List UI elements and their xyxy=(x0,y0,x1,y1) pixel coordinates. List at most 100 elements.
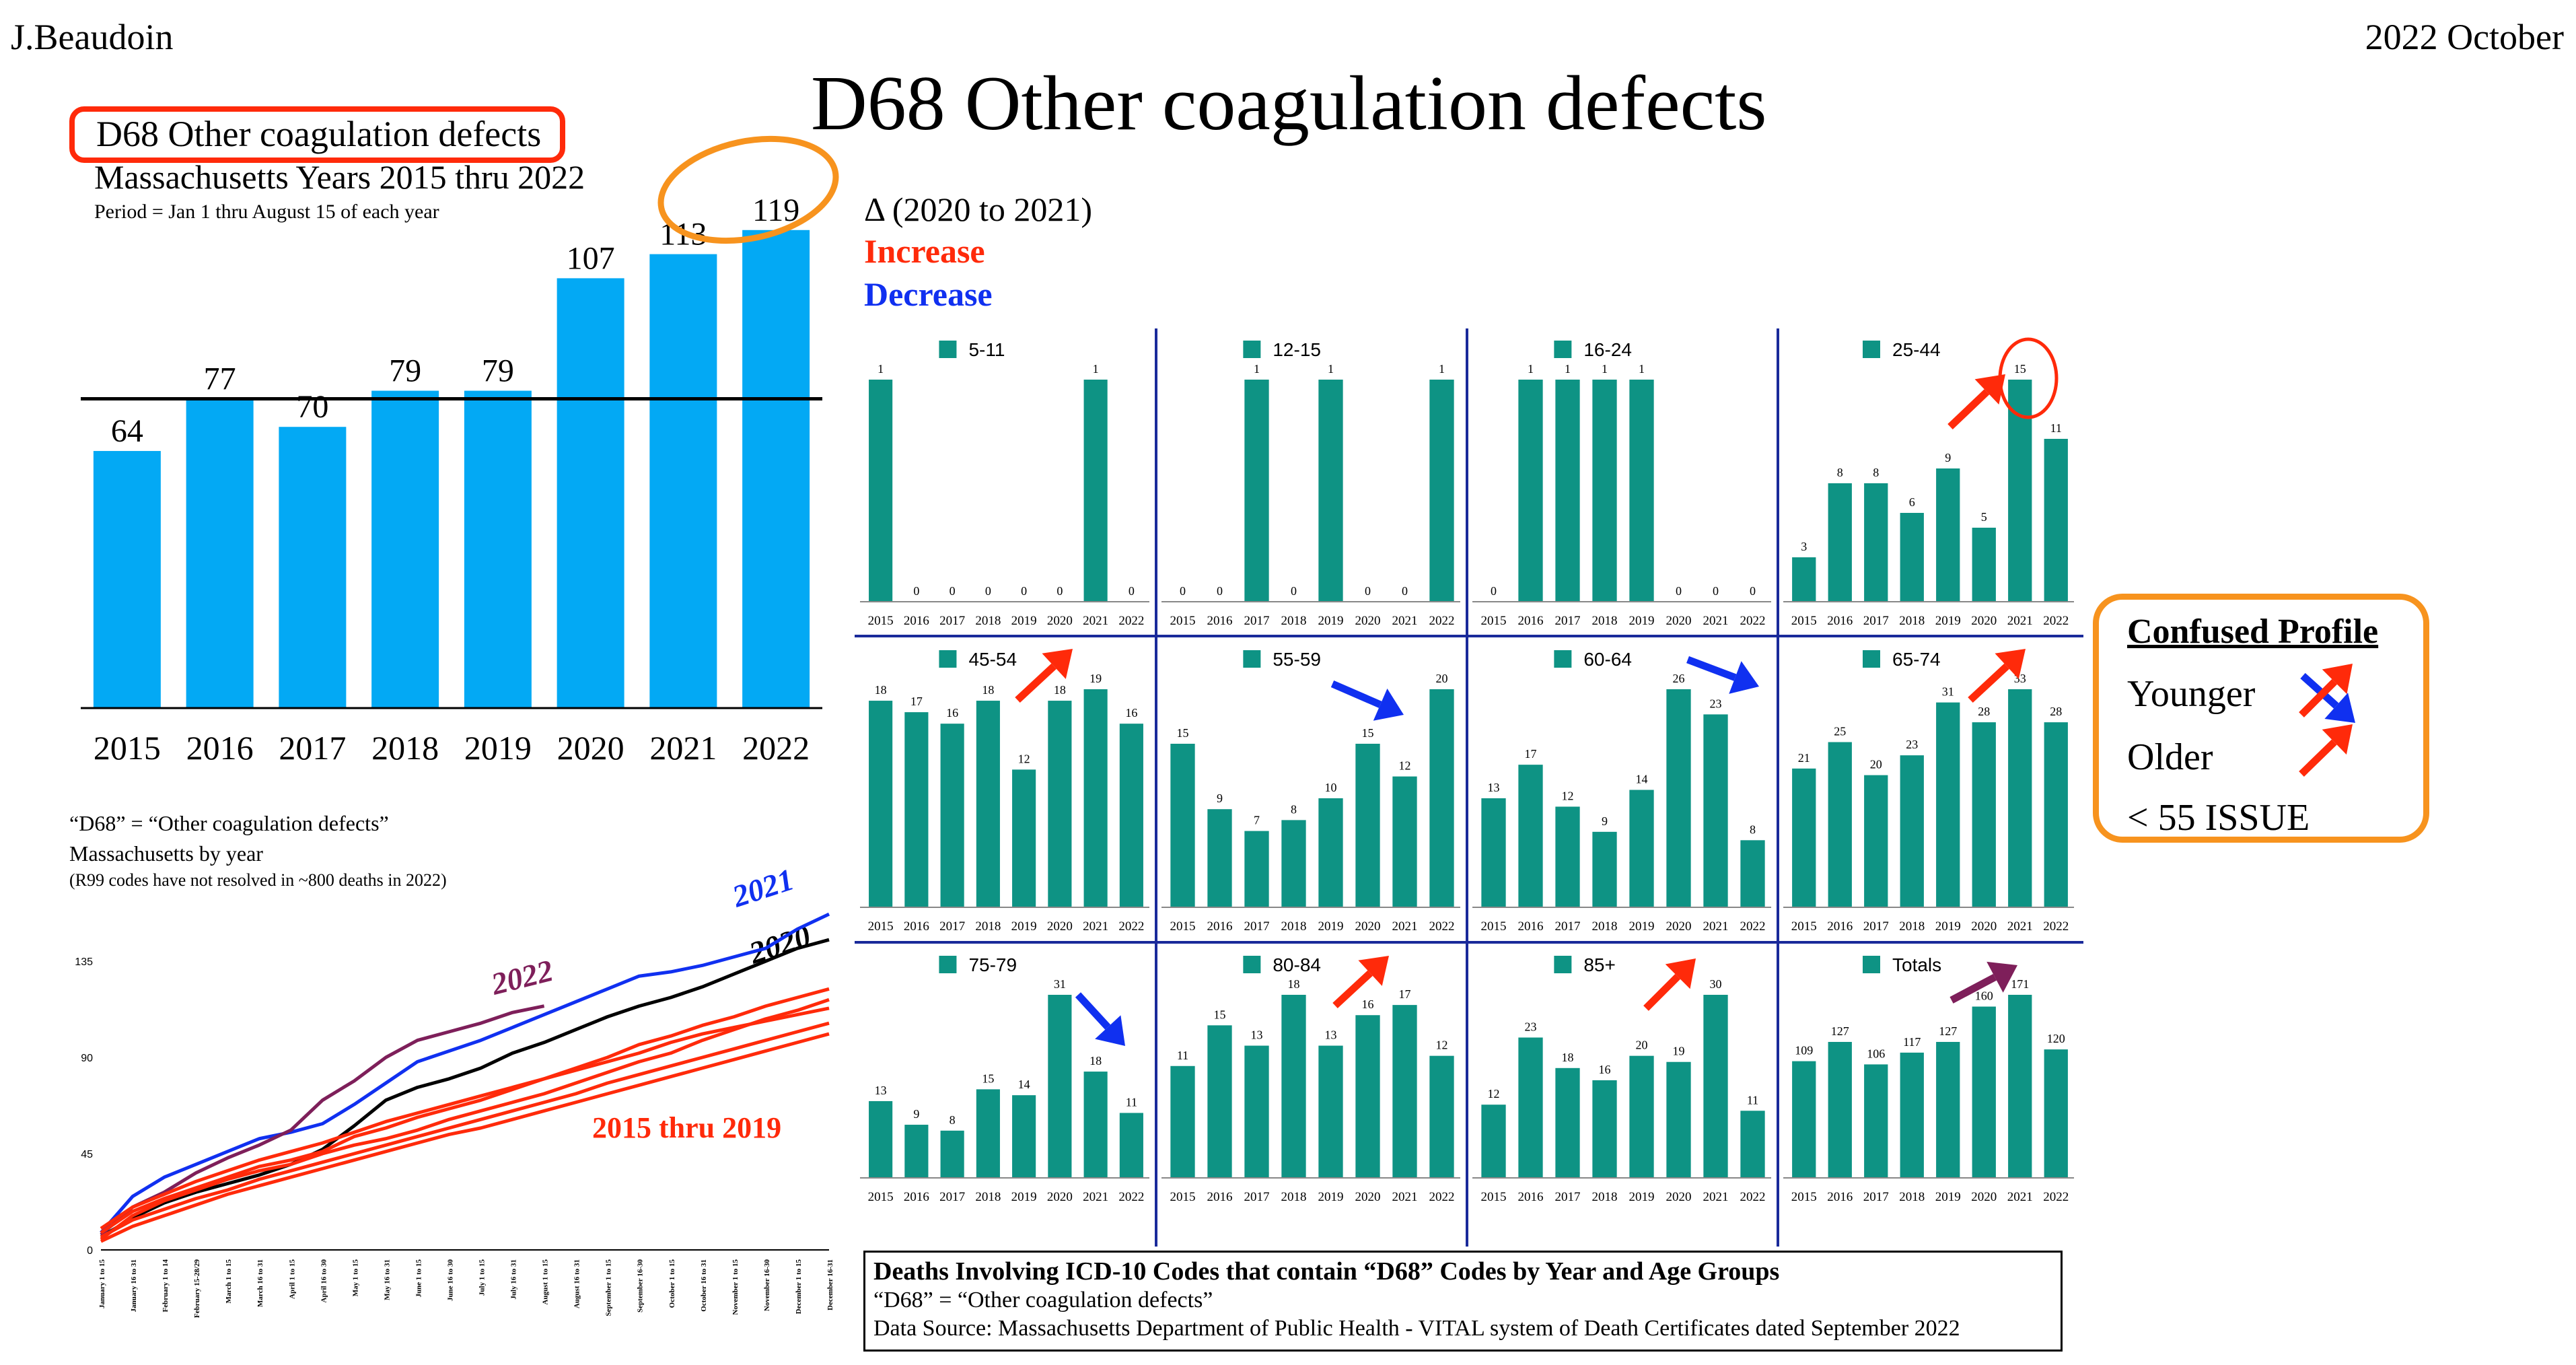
panel-bar-85--2015 xyxy=(1481,1105,1506,1178)
main-bar-value-2016: 77 xyxy=(204,361,236,396)
panel-legend-label-5-11: 5-11 xyxy=(968,339,1005,360)
panel-value-65-74-2020: 28 xyxy=(1978,705,1990,718)
panel-x-label-5-11-2015: 2015 xyxy=(868,614,894,628)
panel-bar-80-84-2021 xyxy=(1392,1005,1417,1178)
arrow-60-64-decrease xyxy=(1686,656,1759,694)
panel-value-60-64-2018: 9 xyxy=(1602,814,1608,828)
panel-bar-65-74-2017 xyxy=(1864,775,1888,907)
panel-bar-60-64-2017 xyxy=(1555,806,1580,907)
line-chart-xtick-2: February 1 to 14 xyxy=(162,1259,170,1312)
panel-legend-label-totals: Totals xyxy=(1892,954,1941,975)
panel-x-label-85--2018: 2018 xyxy=(1592,1190,1618,1204)
profile-arrow-younger-decrease-head xyxy=(2324,693,2355,723)
panel-bar-85--2017 xyxy=(1555,1068,1580,1178)
panel-bar-80-84-2022 xyxy=(1429,1055,1454,1178)
panel-value-12-15-2016: 0 xyxy=(1217,584,1223,598)
panel-value-12-15-2022: 1 xyxy=(1439,362,1445,376)
panel-bar-totals-2022 xyxy=(2044,1049,2068,1178)
line-chart-xtick-21: November 16-30 xyxy=(763,1259,771,1312)
arrow-25-44-increase-shaft xyxy=(1947,389,1990,429)
panel-value-45-54-2021: 19 xyxy=(1089,672,1102,685)
panel-bar-45-54-2019 xyxy=(1012,769,1036,907)
panel-x-label-5-11-2020: 2020 xyxy=(1047,614,1073,628)
panel-value-25-44-2019: 9 xyxy=(1945,451,1951,464)
panel-bar-75-79-2019 xyxy=(1012,1095,1036,1178)
panel-x-label-45-54-2015: 2015 xyxy=(868,919,894,934)
arrow-45-54-increase-shaft xyxy=(1015,663,1057,703)
panel-bar-60-64-2015 xyxy=(1481,798,1506,907)
panel-value-55-59-2015: 15 xyxy=(1177,726,1189,740)
panel-value-55-59-2016: 9 xyxy=(1217,792,1223,805)
panel-x-label-5-11-2022: 2022 xyxy=(1118,614,1144,628)
line-chart-xtick-9: May 16 to 31 xyxy=(383,1259,391,1300)
panel-legend-label-16-24: 16-24 xyxy=(1583,339,1632,360)
panel-x-label-25-44-2017: 2017 xyxy=(1863,614,1889,628)
arrow-75-79-decrease xyxy=(1075,992,1125,1046)
main-x-label-2018: 2018 xyxy=(371,729,439,767)
main-x-label-2021: 2021 xyxy=(649,729,717,767)
line-chart-xtick-7: April 16 to 30 xyxy=(320,1259,328,1303)
line-chart-xtick-14: August 1 to 15 xyxy=(542,1259,550,1305)
panel-x-label-75-79-2017: 2017 xyxy=(939,1190,965,1204)
panel-bar-55-59-2019 xyxy=(1318,798,1343,907)
panel-bar-85--2019 xyxy=(1629,1055,1654,1178)
panel-x-label-65-74-2017: 2017 xyxy=(1863,919,1889,934)
panel-bar-25-44-2020 xyxy=(1972,528,1996,602)
arrow-80-84-increase-head xyxy=(1358,956,1389,986)
panel-bar-75-79-2015 xyxy=(869,1100,893,1178)
panel-bar-80-84-2018 xyxy=(1281,995,1306,1178)
panel-legend-label-55-59: 55-59 xyxy=(1273,649,1321,670)
arrow-55-59-decrease-shaft xyxy=(1330,680,1382,708)
line-chart-xtick-13: July 16 to 31 xyxy=(510,1259,518,1300)
panel-bar-65-74-2020 xyxy=(1972,722,1996,907)
main-bar-value-2022: 119 xyxy=(752,193,799,228)
panel-legend-swatch-65-74 xyxy=(1863,650,1880,668)
profile-arrow-older-increase-head xyxy=(2322,724,2353,755)
panel-x-label-65-74-2020: 2020 xyxy=(1971,919,1997,934)
line-chart-title3: (R99 codes have not resolved in ~800 dea… xyxy=(69,870,447,890)
panel-value-totals-2018: 117 xyxy=(1903,1035,1921,1049)
panel-x-label-85--2022: 2022 xyxy=(1740,1190,1766,1204)
panel-value-totals-2017: 106 xyxy=(1867,1047,1885,1060)
panel-x-label-65-74-2016: 2016 xyxy=(1827,919,1853,934)
panel-value-45-54-2018: 18 xyxy=(982,683,994,697)
panel-value-75-79-2015: 13 xyxy=(875,1084,887,1097)
arrow-75-79-decrease-shaft xyxy=(1075,992,1111,1030)
panel-bar-25-44-2018 xyxy=(1900,513,1924,602)
author: J.Beaudoin xyxy=(11,17,174,57)
main-x-label-2017: 2017 xyxy=(279,729,346,767)
panel-value-12-15-2019: 1 xyxy=(1328,362,1334,376)
panel-value-16-24-2021: 0 xyxy=(1713,584,1719,598)
panel-bar-75-79-2017 xyxy=(940,1130,964,1178)
panel-value-45-54-2020: 18 xyxy=(1054,683,1066,697)
panel-x-label-16-24-2018: 2018 xyxy=(1592,614,1618,628)
panel-value-5-11-2016: 0 xyxy=(913,584,919,598)
panel-x-label-16-24-2016: 2016 xyxy=(1518,614,1544,628)
panel-x-label-16-24-2019: 2019 xyxy=(1629,614,1655,628)
panel-x-label-totals-2022: 2022 xyxy=(2043,1190,2069,1204)
panel-value-60-64-2015: 13 xyxy=(1488,781,1500,794)
panel-bar-45-54-2016 xyxy=(904,712,929,907)
panel-85-: 85+ 12 2015 23 2016 18 2017 16 2018 20 2019 19 2020 3… xyxy=(1472,954,1771,1204)
panel-value-25-44-2016: 8 xyxy=(1837,466,1843,479)
profile-arrow-older-increase-shaft xyxy=(2299,739,2337,777)
line-chart-xtick-4: March 1 to 15 xyxy=(225,1259,233,1304)
panel-x-label-55-59-2017: 2017 xyxy=(1244,919,1270,934)
line-chart-xtick-20: November 1 to 15 xyxy=(731,1259,740,1315)
line-chart-xtick-0: January 1 to 15 xyxy=(98,1259,106,1309)
arrow-totals-shaft xyxy=(1949,973,1997,1004)
panel-legend-swatch-totals xyxy=(1863,956,1880,973)
panel-x-label-85--2021: 2021 xyxy=(1703,1190,1729,1204)
panel-value-85--2022: 11 xyxy=(1747,1093,1758,1107)
panel-x-label-totals-2020: 2020 xyxy=(1971,1190,1997,1204)
arrow-85-plus-increase-shaft xyxy=(1643,973,1681,1011)
panel-value-65-74-2018: 23 xyxy=(1906,738,1918,751)
line-chart-xtick-5: March 16 to 31 xyxy=(256,1259,264,1307)
panel-x-label-25-44-2020: 2020 xyxy=(1971,614,1997,628)
panel-value-16-24-2022: 0 xyxy=(1750,584,1756,598)
panel-x-label-5-11-2018: 2018 xyxy=(975,614,1001,628)
panel-value-5-11-2022: 0 xyxy=(1129,584,1135,598)
panel-value-45-54-2016: 17 xyxy=(910,695,923,708)
panel-value-60-64-2019: 14 xyxy=(1636,773,1648,786)
panel-value-80-84-2015: 11 xyxy=(1177,1049,1188,1062)
